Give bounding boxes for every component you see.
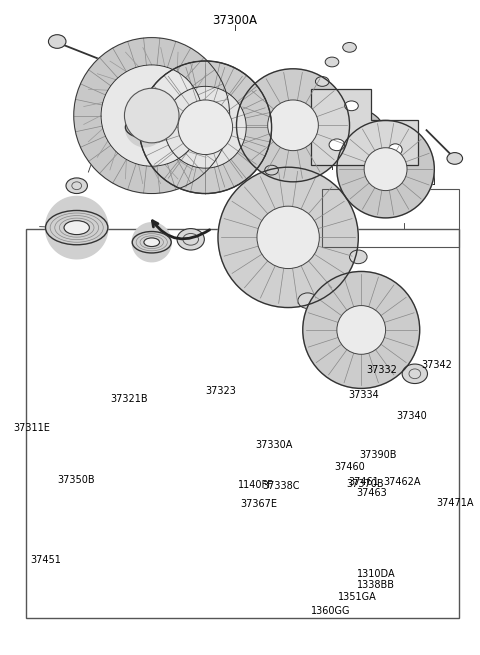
Text: 37451: 37451 <box>30 555 61 565</box>
Text: 37460: 37460 <box>334 462 365 472</box>
Text: 37471A: 37471A <box>436 498 474 508</box>
Ellipse shape <box>364 148 407 191</box>
Text: 37330A: 37330A <box>255 440 292 450</box>
Polygon shape <box>101 65 203 166</box>
Polygon shape <box>303 271 420 388</box>
Ellipse shape <box>178 100 233 155</box>
Text: 37323: 37323 <box>205 386 236 396</box>
Text: 37311E: 37311E <box>13 423 50 434</box>
Ellipse shape <box>265 165 278 175</box>
Ellipse shape <box>48 35 66 48</box>
Ellipse shape <box>124 88 179 143</box>
Text: 1351GA: 1351GA <box>338 592 377 602</box>
Polygon shape <box>46 196 108 259</box>
Ellipse shape <box>258 110 270 117</box>
Ellipse shape <box>137 123 153 132</box>
Text: 37338C: 37338C <box>262 481 300 491</box>
Polygon shape <box>74 37 230 193</box>
Polygon shape <box>311 89 418 165</box>
Ellipse shape <box>257 206 319 269</box>
Ellipse shape <box>402 364 428 384</box>
Ellipse shape <box>66 178 87 193</box>
Polygon shape <box>139 61 272 193</box>
Text: 1360GG: 1360GG <box>311 606 350 616</box>
Text: 37321B: 37321B <box>110 394 147 404</box>
Ellipse shape <box>349 250 367 264</box>
Polygon shape <box>218 167 358 308</box>
Ellipse shape <box>64 221 89 234</box>
Ellipse shape <box>261 119 315 161</box>
Ellipse shape <box>447 153 463 164</box>
Ellipse shape <box>315 77 329 86</box>
Ellipse shape <box>337 306 385 354</box>
Text: 37342: 37342 <box>421 360 453 370</box>
Polygon shape <box>139 61 272 193</box>
Text: 37350B: 37350B <box>57 475 95 485</box>
Bar <box>26 229 459 618</box>
Ellipse shape <box>325 57 339 67</box>
Text: 37463: 37463 <box>356 488 387 498</box>
Polygon shape <box>337 121 434 218</box>
Polygon shape <box>165 86 246 168</box>
Text: 37367E: 37367E <box>240 499 277 510</box>
Text: 37462A: 37462A <box>384 477 421 487</box>
Ellipse shape <box>317 108 385 162</box>
Ellipse shape <box>345 101 358 111</box>
Text: 1310DA: 1310DA <box>357 569 396 578</box>
Ellipse shape <box>329 139 345 151</box>
Text: 37390B: 37390B <box>360 450 397 460</box>
Text: 1140FF: 1140FF <box>239 480 274 490</box>
Text: 1338BB: 1338BB <box>357 580 396 590</box>
Ellipse shape <box>144 238 159 246</box>
Text: 37370B: 37370B <box>347 479 384 489</box>
Bar <box>322 189 459 247</box>
Polygon shape <box>132 223 171 262</box>
Text: 37461: 37461 <box>348 477 379 487</box>
Ellipse shape <box>343 43 356 52</box>
Ellipse shape <box>177 229 204 250</box>
Text: 37332: 37332 <box>366 365 397 375</box>
Text: 37340: 37340 <box>396 411 427 421</box>
Polygon shape <box>237 69 349 182</box>
Ellipse shape <box>268 100 318 151</box>
Text: 37334: 37334 <box>348 390 379 400</box>
Text: 37300A: 37300A <box>212 14 257 27</box>
Ellipse shape <box>388 144 402 155</box>
Ellipse shape <box>298 293 317 309</box>
Ellipse shape <box>275 128 302 151</box>
Polygon shape <box>125 108 164 147</box>
Ellipse shape <box>352 275 380 297</box>
